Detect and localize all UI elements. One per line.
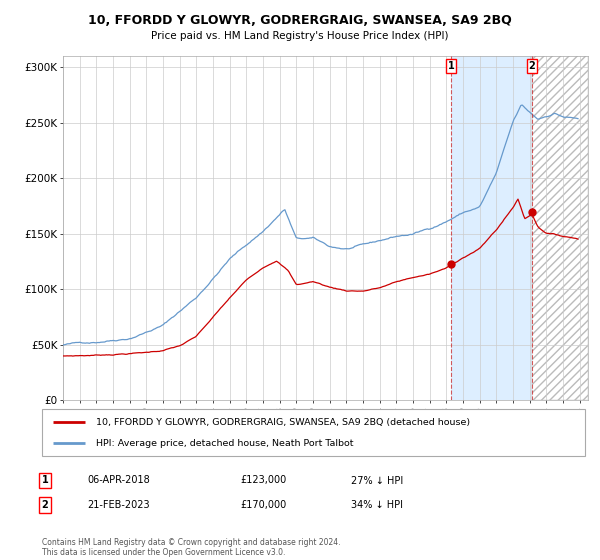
Text: 10, FFORDD Y GLOWYR, GODRERGRAIG, SWANSEA, SA9 2BQ: 10, FFORDD Y GLOWYR, GODRERGRAIG, SWANSE… bbox=[88, 14, 512, 27]
Text: £123,000: £123,000 bbox=[240, 475, 286, 486]
Text: 2: 2 bbox=[41, 500, 49, 510]
Text: 1: 1 bbox=[41, 475, 49, 486]
Bar bbox=[532, 56, 588, 400]
Bar bbox=[451, 56, 532, 400]
Text: 21-FEB-2023: 21-FEB-2023 bbox=[87, 500, 149, 510]
Text: 34% ↓ HPI: 34% ↓ HPI bbox=[351, 500, 403, 510]
Text: 2: 2 bbox=[529, 61, 535, 71]
FancyBboxPatch shape bbox=[42, 409, 585, 456]
Text: Contains HM Land Registry data © Crown copyright and database right 2024.
This d: Contains HM Land Registry data © Crown c… bbox=[42, 538, 341, 557]
Text: Price paid vs. HM Land Registry's House Price Index (HPI): Price paid vs. HM Land Registry's House … bbox=[151, 31, 449, 41]
Text: HPI: Average price, detached house, Neath Port Talbot: HPI: Average price, detached house, Neat… bbox=[97, 438, 354, 447]
Text: 10, FFORDD Y GLOWYR, GODRERGRAIG, SWANSEA, SA9 2BQ (detached house): 10, FFORDD Y GLOWYR, GODRERGRAIG, SWANSE… bbox=[97, 418, 470, 427]
Text: 1: 1 bbox=[448, 61, 454, 71]
Text: £170,000: £170,000 bbox=[240, 500, 286, 510]
Text: 27% ↓ HPI: 27% ↓ HPI bbox=[351, 475, 403, 486]
Text: 06-APR-2018: 06-APR-2018 bbox=[87, 475, 150, 486]
